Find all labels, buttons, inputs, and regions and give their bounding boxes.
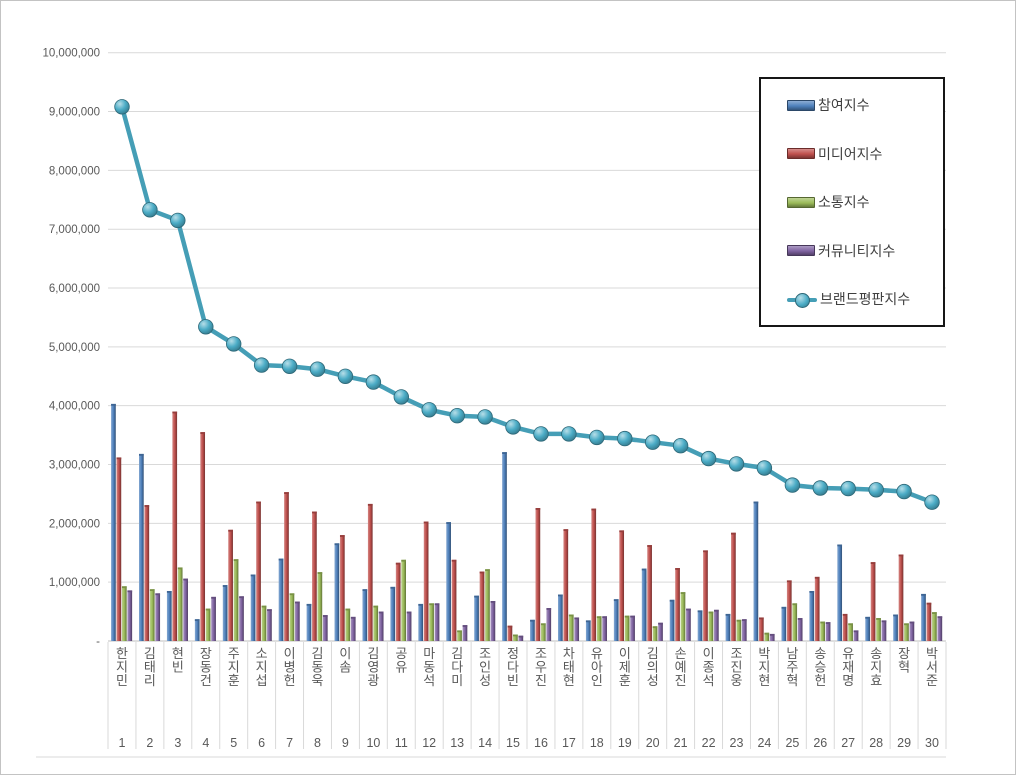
legend-label: 브랜드평판지수 [820, 291, 911, 307]
svg-text:11: 11 [395, 736, 408, 750]
svg-text:12: 12 [422, 736, 436, 750]
svg-text:6,000,000: 6,000,000 [49, 283, 100, 295]
svg-text:4: 4 [202, 736, 209, 750]
svg-text:3: 3 [174, 736, 181, 750]
legend-label: 커뮤니티지수 [818, 242, 896, 259]
svg-text:조진웅: 조진웅 [731, 646, 743, 688]
svg-text:6: 6 [258, 736, 265, 750]
svg-text:조인성: 조인성 [479, 646, 491, 688]
svg-text:조우진: 조우진 [535, 646, 547, 688]
svg-text:8: 8 [314, 736, 321, 750]
svg-text:송승헌: 송승헌 [814, 646, 826, 688]
svg-text:박지현: 박지현 [758, 646, 770, 688]
svg-text:13: 13 [450, 736, 464, 750]
svg-text:21: 21 [674, 736, 688, 750]
svg-text:9,000,000: 9,000,000 [49, 107, 100, 119]
svg-text:김동욱: 김동욱 [312, 646, 324, 688]
svg-text:이제훈: 이제훈 [619, 646, 631, 688]
participation-series-swatch-icon [787, 99, 815, 111]
svg-text:18: 18 [590, 736, 604, 750]
svg-text:24: 24 [757, 736, 771, 750]
svg-text:14: 14 [478, 736, 492, 750]
svg-text:주지훈: 주지훈 [228, 646, 240, 688]
svg-text:공유: 공유 [395, 646, 407, 675]
legend-label: 소통지수 [818, 194, 870, 210]
svg-text:28: 28 [869, 736, 883, 750]
svg-text:23: 23 [730, 736, 744, 750]
svg-text:장동건: 장동건 [200, 646, 212, 688]
svg-text:16: 16 [534, 736, 548, 750]
legend-item-brand-reputation-index: 브랜드평판지수 [787, 290, 937, 308]
legend-label: 미디어지수 [818, 145, 883, 162]
svg-text:이솜: 이솜 [339, 646, 351, 675]
svg-text:29: 29 [897, 736, 911, 750]
svg-text:20: 20 [646, 736, 660, 750]
svg-text:남주혁: 남주혁 [786, 646, 798, 688]
svg-text:박서준: 박서준 [926, 646, 938, 688]
svg-text:유아인: 유아인 [591, 646, 603, 688]
media-series-swatch-icon [787, 148, 815, 159]
svg-text:이병헌: 이병헌 [284, 646, 296, 688]
svg-text:현빈: 현빈 [172, 646, 184, 675]
svg-text:5: 5 [230, 736, 237, 750]
legend-item-participation-index: 참여지수 [787, 96, 937, 114]
svg-text:김의성: 김의성 [647, 646, 659, 688]
svg-text:4,000,000: 4,000,000 [49, 401, 100, 413]
svg-text:차태현: 차태현 [563, 646, 575, 688]
legend-item-communication-index: 소통지수 [787, 193, 937, 211]
svg-text:김다미: 김다미 [451, 646, 463, 688]
community-series-swatch-icon [787, 245, 815, 256]
legend-label: 참여지수 [818, 97, 870, 113]
svg-text:2,000,000: 2,000,000 [49, 518, 100, 530]
svg-text:이종석: 이종석 [703, 646, 715, 688]
svg-text:마동석: 마동석 [423, 646, 435, 688]
svg-text:정다빈: 정다빈 [507, 646, 519, 688]
svg-text:19: 19 [618, 736, 632, 750]
svg-text:25: 25 [785, 736, 799, 750]
svg-text:8,000,000: 8,000,000 [49, 165, 100, 177]
legend-item-community-index: 커뮤니티지수 [787, 242, 937, 260]
svg-text:1,000,000: 1,000,000 [49, 577, 100, 589]
chart-legend: 참여지수 미디어지수 소통지수 커뮤니티지수 브랜드평판지수 [759, 77, 945, 327]
svg-text:27: 27 [841, 736, 855, 750]
svg-text:30: 30 [925, 736, 939, 750]
brand-reputation-line-swatch-icon [787, 292, 817, 308]
svg-text:김영광: 김영광 [367, 646, 379, 688]
svg-text:-: - [96, 636, 100, 648]
svg-text:7,000,000: 7,000,000 [49, 224, 100, 236]
svg-text:2: 2 [146, 736, 153, 750]
svg-text:5,000,000: 5,000,000 [49, 342, 100, 354]
communication-series-swatch-icon [787, 196, 815, 208]
svg-text:장혁: 장혁 [898, 646, 910, 675]
svg-text:소지섭: 소지섭 [256, 646, 268, 688]
svg-text:7: 7 [286, 736, 293, 750]
svg-text:유재명: 유재명 [842, 646, 854, 688]
svg-text:김태리: 김태리 [144, 646, 156, 688]
svg-text:1: 1 [119, 736, 126, 750]
svg-text:9: 9 [342, 736, 349, 750]
svg-text:한지민: 한지민 [116, 646, 128, 688]
svg-text:10,000,000: 10,000,000 [42, 48, 100, 60]
svg-text:15: 15 [506, 736, 520, 750]
legend-item-media-index: 미디어지수 [787, 145, 937, 163]
svg-text:17: 17 [562, 736, 576, 750]
svg-text:22: 22 [702, 736, 716, 750]
svg-text:손예진: 손예진 [675, 646, 687, 688]
svg-text:26: 26 [813, 736, 827, 750]
svg-text:송지효: 송지효 [870, 646, 882, 688]
svg-text:3,000,000: 3,000,000 [49, 460, 100, 472]
svg-text:10: 10 [366, 736, 380, 750]
